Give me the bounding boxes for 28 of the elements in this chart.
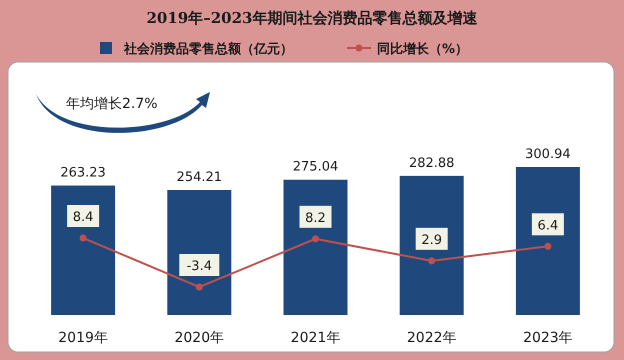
data-label: 282.88 xyxy=(408,156,454,171)
data-label: 300.94 xyxy=(525,147,571,162)
text: 年均增长2.7% xyxy=(66,96,158,112)
point xyxy=(544,242,552,250)
data-label: 8.4 xyxy=(72,210,94,225)
x-tick-label: 2022年 xyxy=(406,330,457,346)
point xyxy=(80,234,87,242)
bar xyxy=(516,167,580,315)
x-tick-label: 2021年 xyxy=(290,330,340,346)
point xyxy=(312,235,319,242)
legend-label: 社会消费品零售总额（亿元） xyxy=(123,41,293,57)
chart-title: 2019年–2023年期间社会消费品零售总额及增速 xyxy=(146,9,478,27)
data-label: 254.21 xyxy=(176,170,222,185)
data-label: 275.04 xyxy=(292,160,338,175)
data-label: 8.2 xyxy=(305,210,326,226)
data-label: 263.23 xyxy=(60,166,106,181)
data-label: 2.9 xyxy=(421,232,442,248)
x-tick-label: 2020年 xyxy=(174,330,224,346)
x-tick-label: 2019年 xyxy=(58,330,108,346)
bar xyxy=(284,180,348,315)
bar xyxy=(400,176,464,315)
bar xyxy=(51,186,116,315)
point xyxy=(196,284,203,290)
data-label: -3.4 xyxy=(186,259,212,274)
legend-label: 同比增长（%） xyxy=(377,42,468,57)
x-tick-label: 2023年 xyxy=(523,330,573,346)
data-label: 6.4 xyxy=(538,218,558,234)
point xyxy=(428,257,436,264)
